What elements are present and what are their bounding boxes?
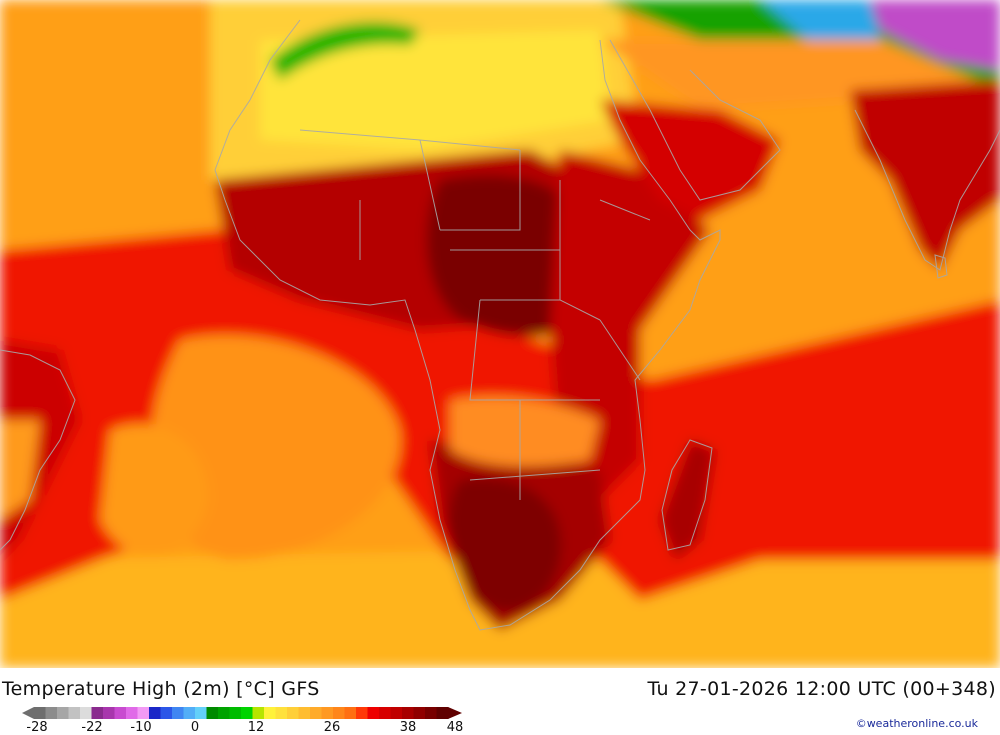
scale-swatch <box>80 707 92 719</box>
coastline-arabia <box>609 39 781 201</box>
scale-swatch <box>402 707 414 719</box>
india-hot <box>850 80 1000 270</box>
mediterranean-green <box>270 22 420 80</box>
scale-swatch <box>68 707 81 719</box>
scale-labels: -28 -22 -10 0 12 26 38 48 <box>0 720 480 735</box>
zambia-orange-patch <box>450 396 600 467</box>
scale-swatch <box>91 707 104 719</box>
scale-swatch <box>206 707 219 719</box>
south-africa-core <box>449 478 562 612</box>
color-scale <box>22 707 462 719</box>
atlantic-orange-pool <box>150 334 401 560</box>
scale-swatch <box>172 707 184 719</box>
scale-swatch <box>287 707 299 719</box>
coastline-south-america <box>0 349 76 551</box>
scale-label: 48 <box>446 720 464 735</box>
scale-swatch <box>229 707 242 719</box>
madagascar-hot <box>660 440 715 560</box>
scale-swatch <box>241 707 253 719</box>
border-lines <box>299 129 651 500</box>
footer-panel: Temperature High (2m) [°C] GFS Tu 27-01-… <box>0 668 1000 735</box>
scale-swatch <box>275 707 288 719</box>
south-atlantic-pool <box>100 423 210 557</box>
scale-swatch <box>333 707 345 719</box>
map-title: Temperature High (2m) [°C] GFS <box>2 678 320 700</box>
coastline-madagascar <box>661 439 713 551</box>
coastline-srilanka <box>934 254 948 279</box>
arabia-hot <box>600 100 780 220</box>
scale-swatch <box>321 707 334 719</box>
valid-time: Tu 27-01-2026 12:00 UTC (00+348) <box>647 678 996 700</box>
scale-swatch <box>413 707 426 719</box>
scale-swatch <box>425 707 437 719</box>
scale-swatch <box>356 707 368 719</box>
scale-swatch <box>218 707 230 719</box>
credit-link[interactable]: ©weatheronline.co.uk <box>855 717 978 730</box>
scale-swatch <box>126 707 138 719</box>
scale-swatch <box>149 707 161 719</box>
scale-swatch <box>137 707 150 719</box>
scale-label: 0 <box>190 720 200 735</box>
sahara-yellow <box>260 30 610 150</box>
scale-swatch <box>390 707 403 719</box>
scale-swatch <box>57 707 69 719</box>
boundaries <box>0 19 1000 631</box>
scale-swatch <box>114 707 127 719</box>
scale-swatch <box>103 707 115 719</box>
scale-label: -10 <box>130 720 152 735</box>
coastline-india <box>854 109 1000 271</box>
europe-cool-cyan <box>760 0 880 50</box>
scale-swatch <box>34 707 46 719</box>
scale-swatch <box>183 707 196 719</box>
himalaya-purple <box>870 0 1000 70</box>
scale-label: 26 <box>323 720 341 735</box>
scale-arrow-right <box>448 707 462 719</box>
scale-swatch <box>160 707 173 719</box>
scale-swatch <box>252 707 265 719</box>
scale-swatch <box>379 707 391 719</box>
scale-swatch <box>45 707 58 719</box>
scale-label: -28 <box>26 720 48 735</box>
scale-label: -22 <box>81 720 103 735</box>
scale-swatch <box>264 707 276 719</box>
scale-swatch <box>436 707 449 719</box>
scale-swatch <box>367 707 380 719</box>
south-america-orange <box>0 420 40 520</box>
scale-swatch <box>195 707 207 719</box>
coastline-africa-west <box>214 19 721 631</box>
temperature-map <box>0 0 1000 668</box>
east-africa-hot <box>550 150 710 500</box>
scale-swatch <box>298 707 311 719</box>
scale-swatch <box>310 707 322 719</box>
scale-label: 38 <box>399 720 417 735</box>
scale-arrow-left <box>22 707 34 719</box>
scale-swatch <box>344 707 357 719</box>
scale-label: 12 <box>247 720 265 735</box>
